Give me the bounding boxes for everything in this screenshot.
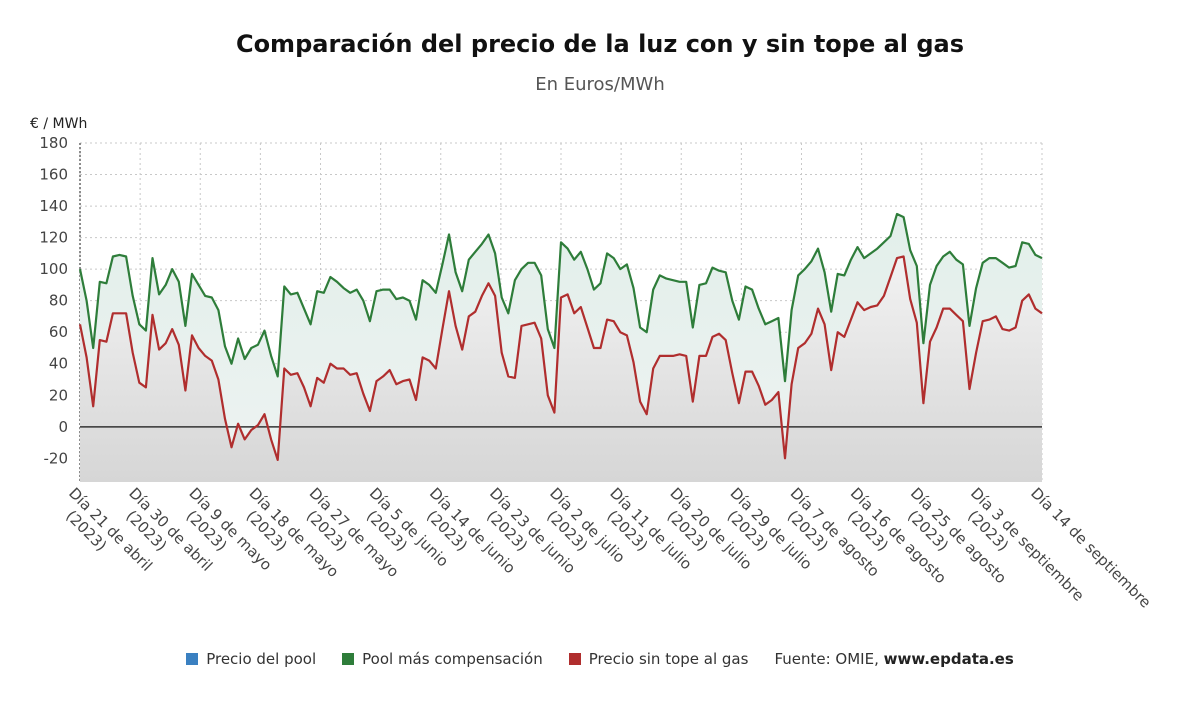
legend: Precio del pool Pool más compensación Pr… [0, 650, 1200, 668]
series-line-sin-tope [78, 255, 1043, 461]
legend-item-sin-tope[interactable]: Precio sin tope al gas [568, 650, 749, 668]
y-tick-label: 100 [39, 260, 68, 278]
x-tick-label: Día 14 de septiembre [1027, 484, 1154, 611]
y-axis-unit-label: € / MWh [30, 116, 87, 132]
y-axis-ticks: -20 0 20 40 60 80 100 120 140 160 180 [39, 134, 68, 467]
y-tick-label: 40 [49, 355, 68, 373]
legend-label: Pool más compensación [362, 650, 543, 668]
chart-title: Comparación del precio de la luz con y s… [235, 30, 965, 58]
legend-item-pool-compensacion[interactable]: Pool más compensación [342, 650, 543, 668]
series-lines [78, 212, 1043, 461]
legend-swatch-green [342, 653, 355, 665]
series-areas [80, 214, 1042, 482]
y-tick-label: -20 [44, 449, 69, 467]
source-credit: Fuente: OMIE, www.epdata.es [774, 650, 1013, 668]
y-tick-label: 80 [49, 292, 68, 310]
x-tick-label-line1: Día 3 de septiembre [967, 484, 1088, 605]
y-tick-label: 140 [39, 197, 68, 215]
source-site: www.epdata.es [883, 650, 1014, 668]
y-tick-label: 0 [58, 418, 68, 436]
chart-subtitle: En Euros/MWh [535, 74, 665, 95]
y-tick-label: 60 [49, 323, 68, 341]
area-sin-tope [80, 256, 1042, 482]
y-tick-label: 180 [39, 134, 68, 152]
x-tick-label-line1: Día 14 de septiembre [1027, 484, 1154, 611]
x-axis-ticks: Día 21 de abril(2023) Día 30 de abril(202… [62, 484, 1154, 611]
legend-label: Precio sin tope al gas [588, 650, 749, 668]
legend-swatch-blue [186, 653, 199, 665]
legend-swatch-red [568, 653, 581, 665]
series-line-pool-compensacion [78, 212, 1043, 383]
legend-item-precio-pool[interactable]: Precio del pool [186, 650, 316, 668]
legend-label: Precio del pool [206, 650, 317, 668]
y-tick-label: 160 [39, 166, 68, 184]
y-tick-label: 20 [49, 386, 68, 404]
y-tick-label: 120 [39, 229, 68, 247]
source-prefix: Fuente: OMIE, [774, 650, 884, 668]
